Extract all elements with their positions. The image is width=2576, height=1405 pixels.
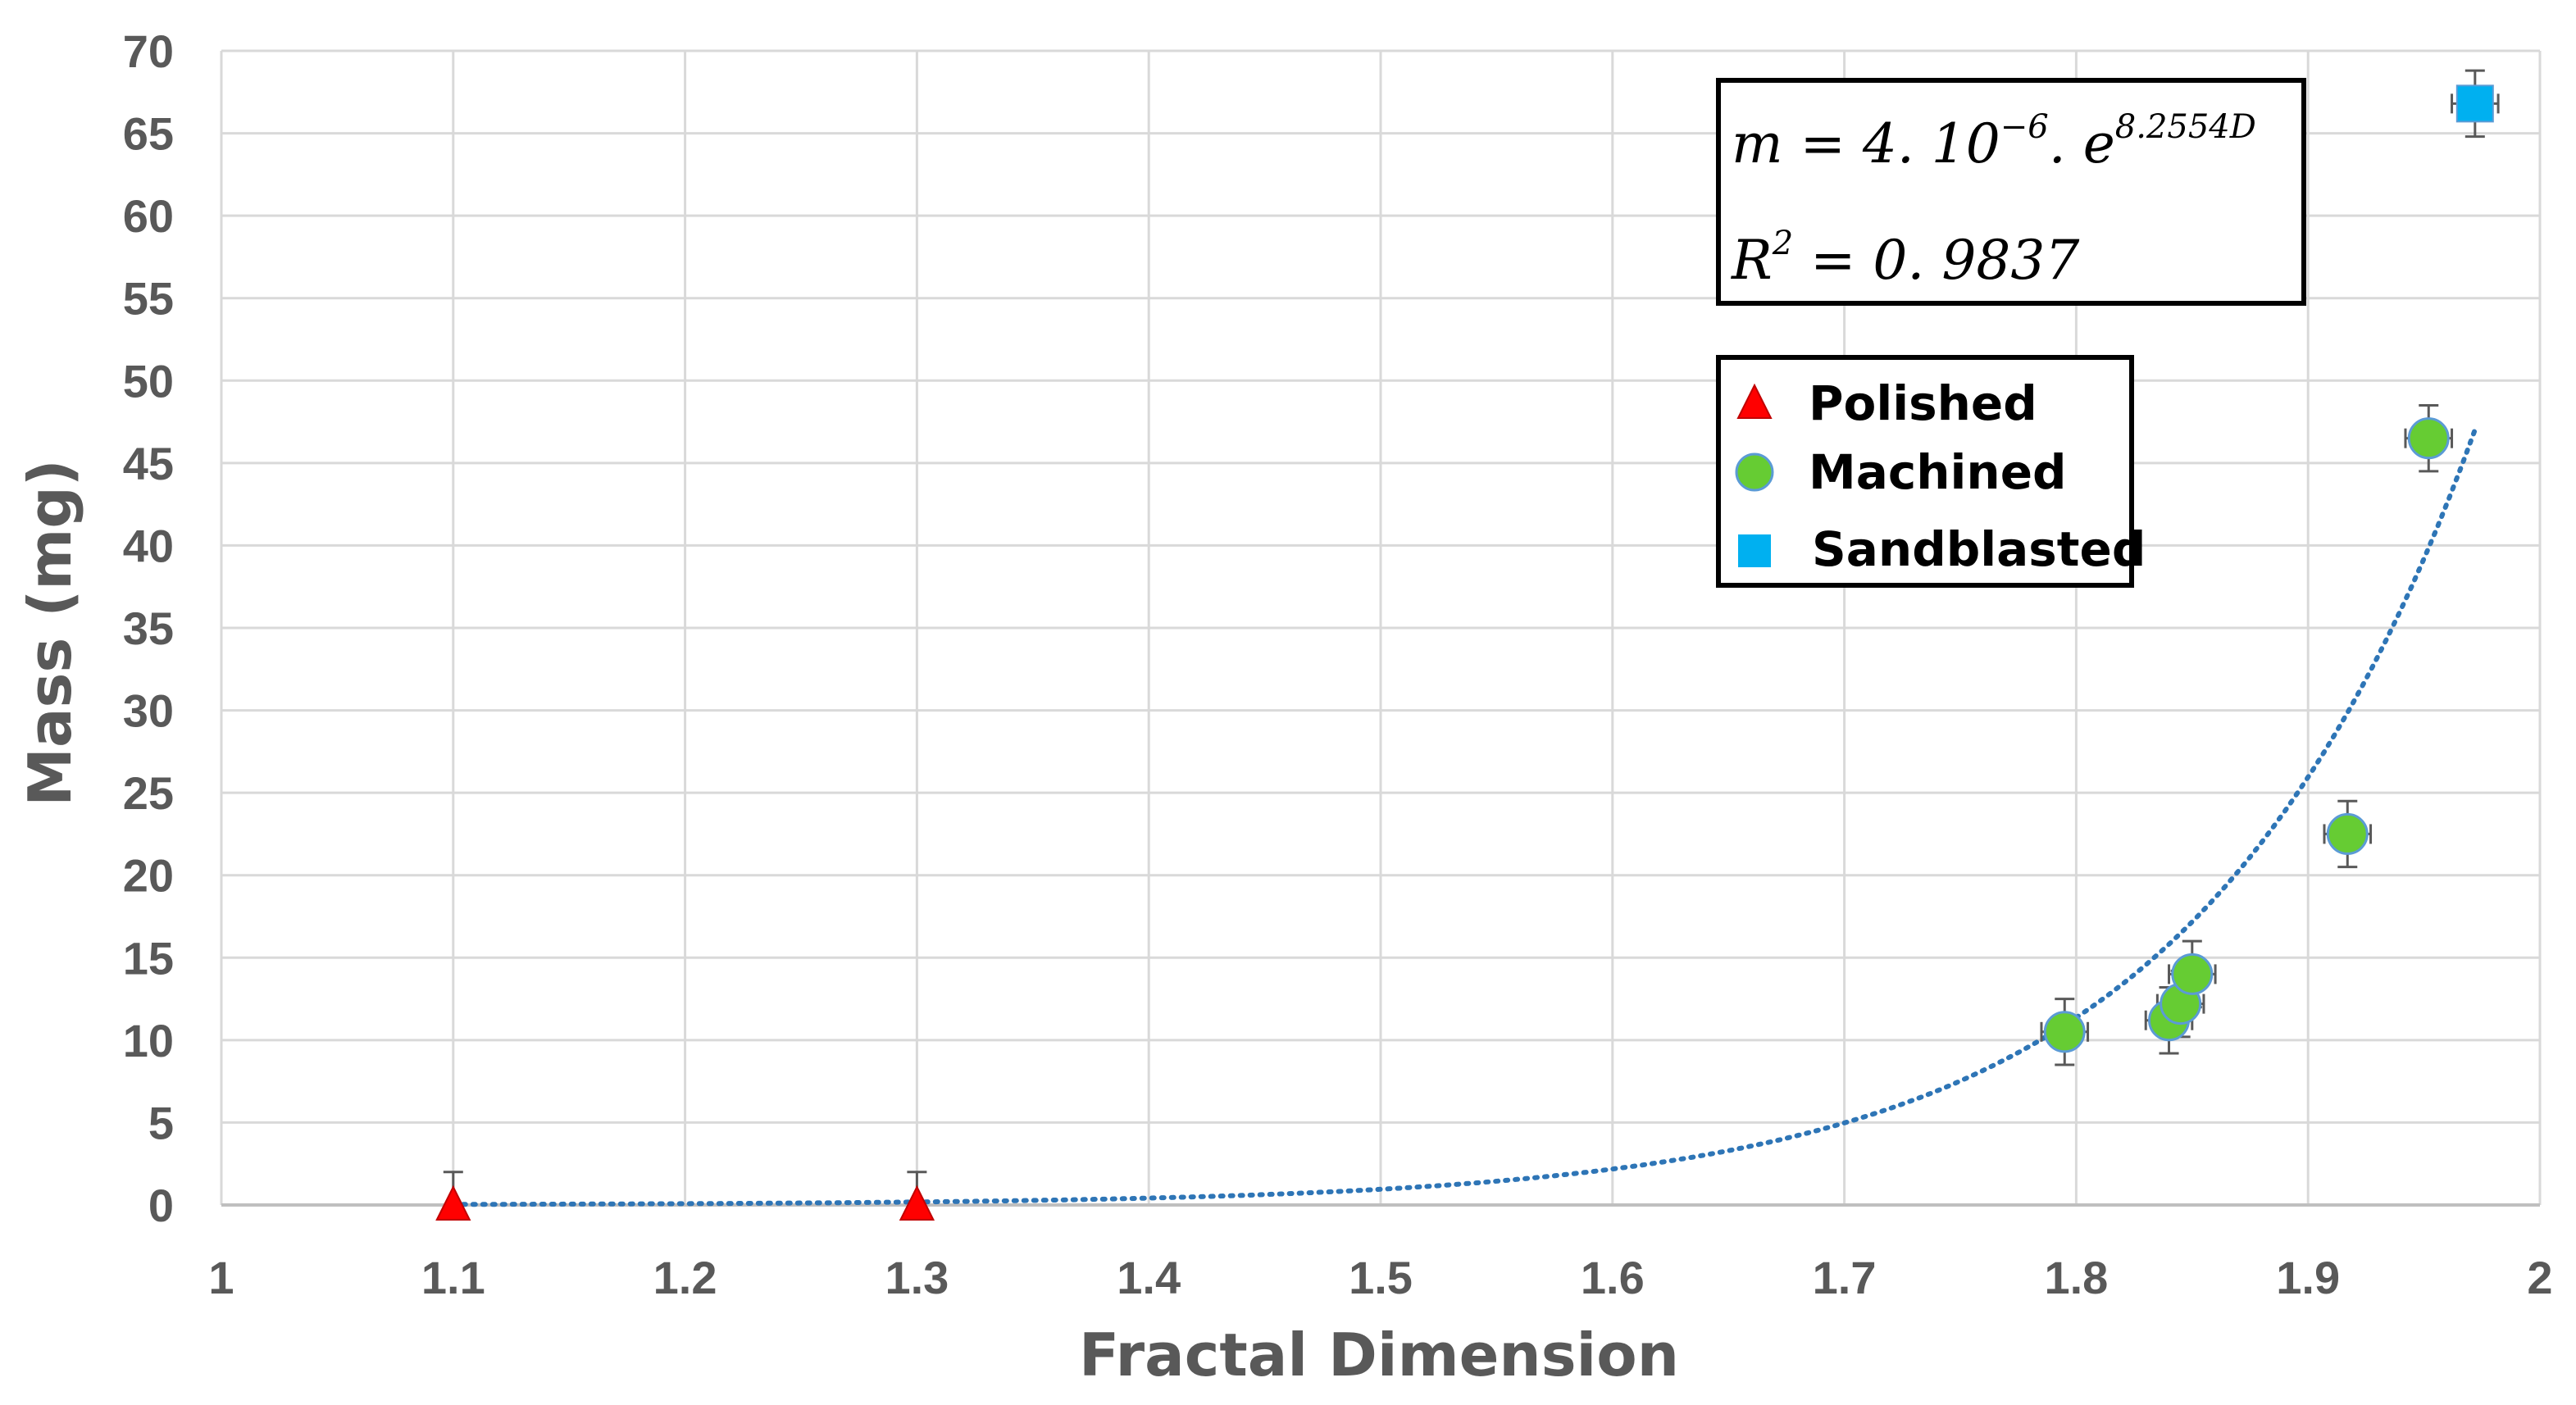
y-tick-label: 55 bbox=[123, 273, 174, 325]
data-points bbox=[435, 84, 2494, 1221]
equation-line-2: R2 = 0. 9837 bbox=[1731, 225, 2079, 292]
point-sandblasted bbox=[2455, 84, 2494, 123]
legend-label-sandblasted: Sandblasted bbox=[1812, 521, 2146, 577]
y-tick-label: 60 bbox=[123, 190, 174, 242]
y-tick-labels: 0 5 10 15 20 25 30 35 40 45 50 55 60 65 70 bbox=[123, 25, 174, 1231]
y-tick-label: 65 bbox=[123, 108, 174, 160]
equation-line-1: m = 4. 10−6. e8.2554D bbox=[1732, 108, 2256, 175]
y-tick-label: 25 bbox=[123, 767, 174, 819]
x-tick-labels: 1 1.1 1.2 1.3 1.4 1.5 1.6 1.7 1.8 1.9 2 bbox=[208, 1252, 2552, 1303]
x-tick-label: 1.8 bbox=[2044, 1252, 2108, 1303]
y-tick-label: 45 bbox=[123, 438, 174, 489]
point-polished bbox=[899, 1184, 935, 1221]
x-tick-label: 1.2 bbox=[653, 1252, 717, 1303]
y-tick-label: 20 bbox=[123, 850, 174, 902]
point-machined bbox=[2043, 1011, 2086, 1053]
x-tick-label: 1.1 bbox=[421, 1252, 485, 1303]
legend-label-machined: Machined bbox=[1809, 444, 2067, 500]
legend-marker-polished bbox=[1736, 383, 1773, 419]
y-tick-label: 10 bbox=[123, 1015, 174, 1066]
legend: Polished Machined Sandblasted bbox=[1716, 355, 2146, 588]
y-tick-label: 5 bbox=[148, 1097, 174, 1148]
legend-marker-sandblasted bbox=[1738, 534, 1771, 567]
legend-label-polished: Polished bbox=[1809, 375, 2037, 431]
x-tick-label: 1.6 bbox=[1581, 1252, 1645, 1303]
x-tick-label: 1.5 bbox=[1349, 1252, 1413, 1303]
y-tick-label: 35 bbox=[123, 602, 174, 654]
y-axis-title: Mass (mg) bbox=[16, 459, 84, 806]
x-tick-label: 1.4 bbox=[1117, 1252, 1181, 1303]
point-polished bbox=[435, 1184, 471, 1221]
y-tick-label: 50 bbox=[123, 355, 174, 407]
trendline-path bbox=[450, 427, 2478, 1207]
x-tick-label: 1.3 bbox=[885, 1252, 949, 1303]
x-tick-label: 2 bbox=[2527, 1252, 2552, 1303]
point-machined bbox=[2326, 812, 2369, 855]
y-tick-label: 30 bbox=[123, 685, 174, 737]
legend-marker-machined bbox=[1735, 452, 1774, 492]
y-tick-label: 40 bbox=[123, 520, 174, 571]
x-tick-label: 1 bbox=[208, 1252, 234, 1303]
trendline bbox=[450, 427, 2478, 1207]
x-tick-label: 1.9 bbox=[2276, 1252, 2340, 1303]
y-tick-label: 70 bbox=[123, 25, 174, 77]
equation-box: m = 4. 10−6. e8.2554D R2 = 0. 9837 bbox=[1716, 78, 2306, 306]
point-machined bbox=[2171, 953, 2214, 995]
point-machined bbox=[2407, 417, 2450, 460]
x-axis-title: Fractal Dimension bbox=[1079, 1321, 1679, 1389]
x-tick-label: 1.7 bbox=[1813, 1252, 1877, 1303]
y-tick-label: 15 bbox=[123, 932, 174, 984]
y-tick-label: 0 bbox=[148, 1180, 174, 1231]
